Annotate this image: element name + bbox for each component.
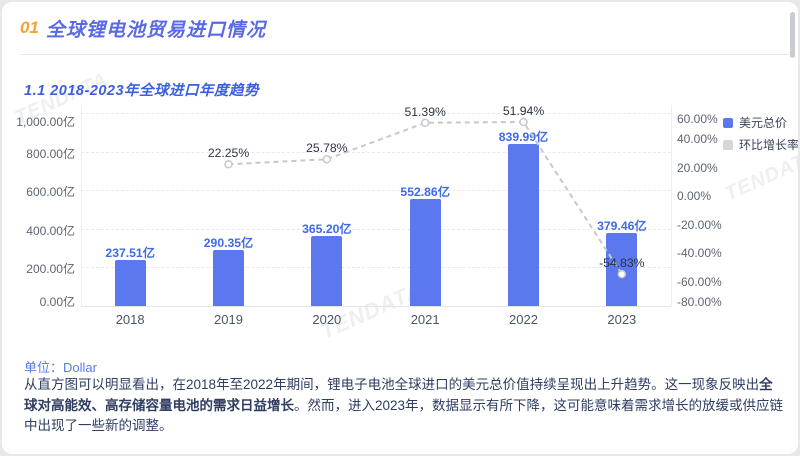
bar-value-label: 290.35亿 [203,235,254,250]
y-axis-tick-right: -20.00% [677,217,722,232]
y-axis-tick-right: -80.00% [677,295,722,309]
y-axis-tick-left: 600.00亿 [26,185,75,200]
import-trend-chart: 0.00亿 200.00亿 400.00亿 600.00亿 800.00亿 1,000.0… [2,103,798,343]
bar-2018 [114,260,146,306]
growth-rate-label: 51.94% [502,103,545,118]
x-axis-tick: 2019 [214,312,243,327]
chart-section-title: 1.1 2018-2023年全球进口年度趋势 [24,83,260,99]
growth-rate-label: 51.39% [404,104,446,119]
bar-value-label: 365.20亿 [302,221,352,236]
y-axis-tick-left: 1,000.00亿 [16,115,75,129]
bar-value-label: 379.46亿 [597,218,647,233]
legend-item-usd-total[interactable]: 美元总价 [723,114,798,131]
chart-legend: 美元总价 环比增长率 [723,114,798,158]
gridline [81,190,671,192]
x-axis-tick: 2022 [509,312,538,327]
y-axis-tick-right: 0.00% [677,189,712,203]
y-axis-tick-right: -40.00% [677,246,722,260]
y-axis-tick-right: 60.00% [677,111,718,126]
growth-rate-point [322,155,332,164]
legend-label: 环比增长率 [739,138,798,152]
legend-swatch-icon [723,117,733,128]
axis-line [81,105,82,306]
growth-rate-point [224,160,233,169]
legend-item-growth-rate[interactable]: 环比增长率 [723,136,798,153]
gridline [81,306,671,307]
y-axis-tick-left: 400.00亿 [26,223,75,238]
y-axis-tick-right: 20.00% [677,160,718,175]
bar-2022 [508,143,539,306]
y-axis-tick-right: 40.00% [677,132,718,146]
growth-rate-point [420,118,430,128]
unit-label: 单位：Dollar [24,360,97,375]
paragraph-text: 从直方图可以明显看出，在2018年至2022年期间，锂电子电池全球进口的美元总价… [24,377,760,392]
bar-2019 [213,249,244,306]
x-axis-tick: 2023 [607,312,637,327]
header-divider [20,54,792,55]
growth-rate-label: 22.25% [207,146,250,161]
legend-swatch-icon [723,139,733,150]
growth-rate-point [519,117,528,127]
analysis-paragraph: 从直方图可以明显看出，在2018年至2022年期间，锂电子电池全球进口的美元总价… [24,375,786,437]
x-axis-tick: 2018 [115,312,145,327]
x-axis-tick: 2020 [312,312,342,327]
bar-value-label: 237.51亿 [105,246,155,261]
page-title: 全球锂电池贸易进口情况 [46,20,267,41]
gridline [81,113,671,114]
section-number: 01 [20,18,39,37]
x-axis-tick: 2021 [410,312,440,327]
vertical-scrollbar[interactable] [790,12,795,58]
y-axis-tick-left: 200.00亿 [26,262,75,277]
legend-label: 美元总价 [739,116,788,130]
bar-value-label: 552.86亿 [400,185,450,200]
bar-2020 [311,235,343,306]
growth-rate-label: 25.78% [306,141,348,156]
y-axis-tick-left: 0.00亿 [39,295,75,309]
paragraph-text: 。然而，进入2023年，数据显示有所下降，这可能意味着需求增长的放缓或供应链中出… [24,397,784,434]
paragraph-bold-text: 全球对高能效、高存储容量电池的需求日益增长 [24,377,773,413]
y-axis-tick-right: -60.00% [677,274,722,289]
growth-rate-label: -54.83% [599,256,645,271]
axis-line [671,105,672,306]
y-axis-tick-left: 800.00亿 [26,146,75,161]
bar-value-label: 839.99亿 [498,129,549,144]
gridline [81,151,671,153]
bar-2021 [409,199,441,306]
